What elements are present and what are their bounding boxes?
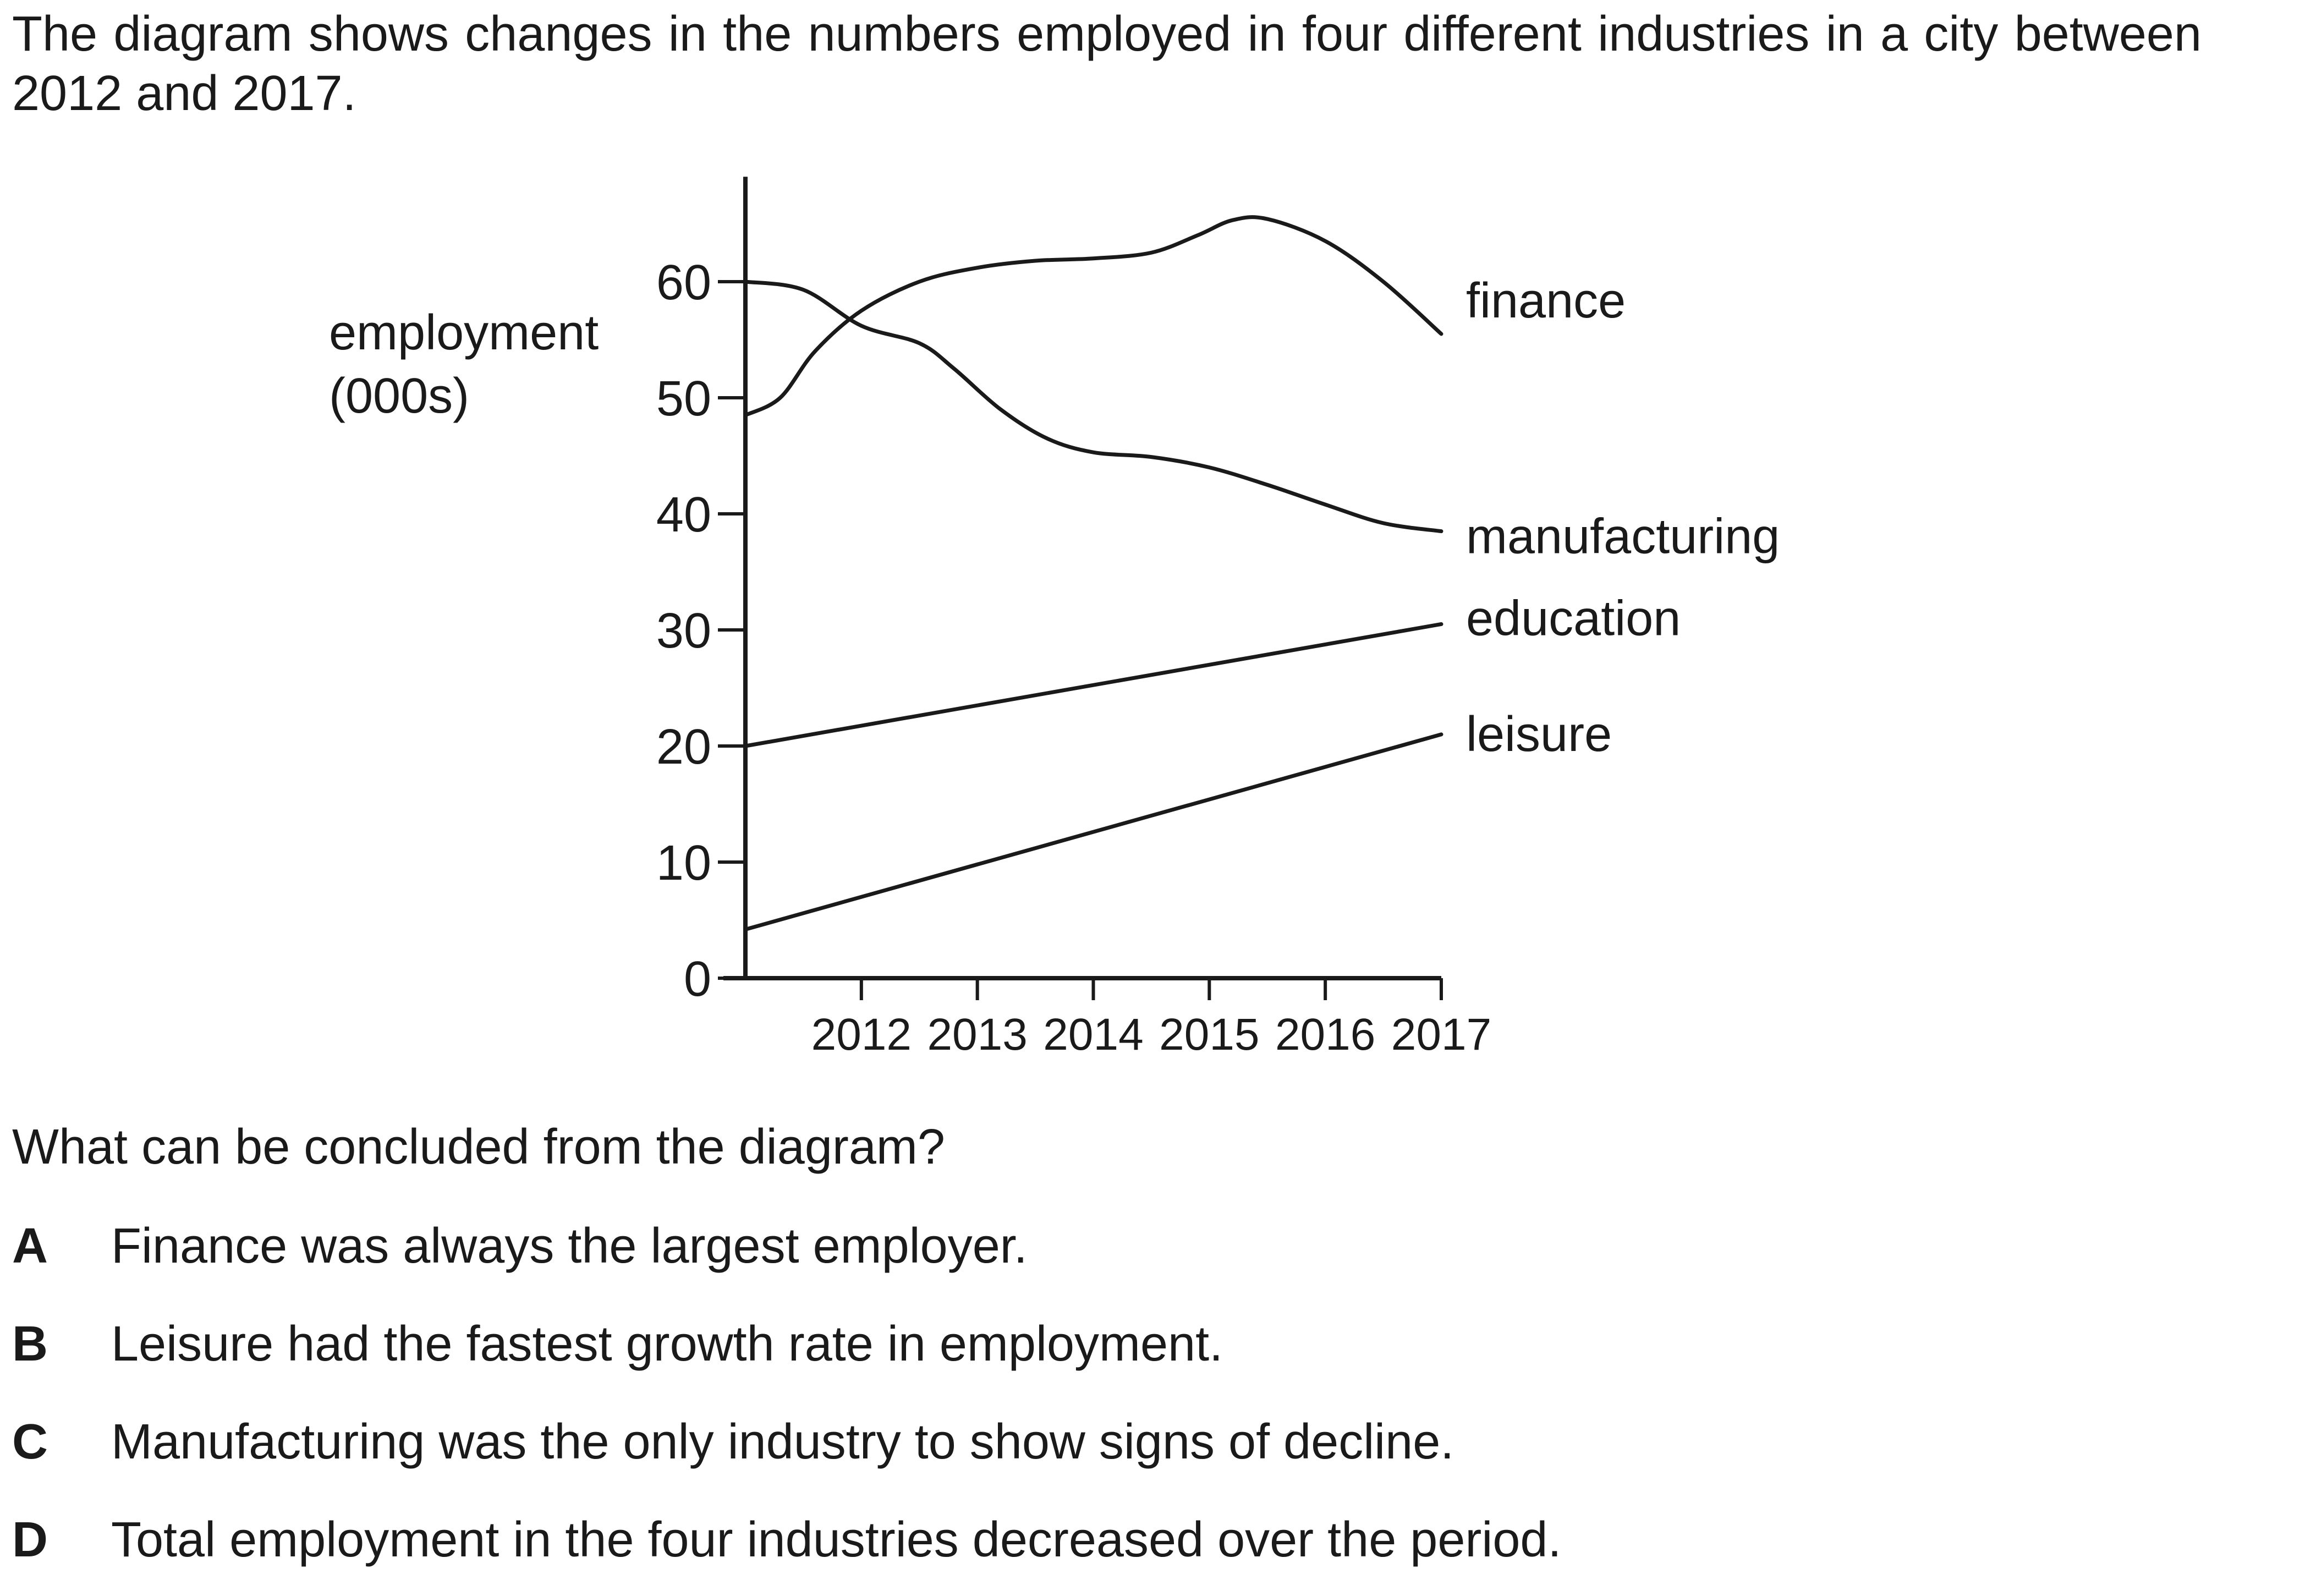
manufacturing-line bbox=[743, 279, 1443, 534]
education-series-label: education bbox=[1466, 591, 1681, 646]
y-axis-ticks: 0 10 20 30 40 50 60 bbox=[656, 255, 745, 1007]
manufacturing-series-label: manufacturing bbox=[1466, 509, 1780, 564]
option-letter: B bbox=[12, 1317, 48, 1372]
y-tick-label: 10 bbox=[656, 836, 711, 891]
y-tick-label: 30 bbox=[656, 604, 711, 659]
option-c[interactable]: C Manufacturing was the only industry to… bbox=[12, 1412, 1454, 1472]
x-axis-ticks: 2012 2013 2014 2015 2016 2017 bbox=[811, 978, 1491, 1060]
y-tick-label: 60 bbox=[656, 255, 711, 310]
option-text: Leisure had the fastest growth rate in e… bbox=[111, 1317, 1223, 1372]
x-tick-label: 2017 bbox=[1391, 1010, 1491, 1060]
chart-axes bbox=[723, 177, 1441, 980]
question-text: What can be concluded from the diagram? bbox=[12, 1120, 945, 1175]
y-tick-label: 40 bbox=[656, 487, 711, 542]
option-text: Manufacturing was the only industry to s… bbox=[111, 1414, 1454, 1469]
finance-series-label: finance bbox=[1466, 273, 1626, 328]
y-tick-label: 50 bbox=[656, 371, 711, 426]
y-axis-label: employment (000s) bbox=[329, 305, 599, 424]
x-tick-label: 2015 bbox=[1159, 1010, 1259, 1060]
option-d[interactable]: D Total employment in the four industrie… bbox=[12, 1510, 1561, 1570]
y-axis-label-line: employment bbox=[329, 305, 599, 360]
y-tick-label: 20 bbox=[656, 720, 711, 775]
x-tick-label: 2012 bbox=[811, 1010, 912, 1060]
option-a[interactable]: A Finance was always the largest employe… bbox=[12, 1216, 1028, 1276]
leisure-series-label: leisure bbox=[1466, 707, 1612, 762]
y-tick-label: 0 bbox=[684, 952, 711, 1007]
option-letter: D bbox=[12, 1512, 48, 1567]
x-tick-label: 2014 bbox=[1043, 1010, 1143, 1060]
x-tick-label: 2013 bbox=[927, 1010, 1027, 1060]
finance-line bbox=[743, 215, 1443, 418]
intro-text: The diagram shows changes in the numbers… bbox=[12, 7, 2202, 121]
option-letter: C bbox=[12, 1414, 48, 1469]
option-text: Finance was always the largest employer. bbox=[111, 1219, 1028, 1274]
y-axis-label-line: (000s) bbox=[329, 369, 469, 424]
education-line bbox=[743, 622, 1443, 748]
leisure-line bbox=[743, 732, 1443, 931]
series-labels: finance manufacturing education leisure bbox=[1466, 273, 1780, 762]
chart-series bbox=[743, 215, 1443, 931]
option-letter: A bbox=[12, 1219, 48, 1274]
option-b[interactable]: B Leisure had the fastest growth rate in… bbox=[12, 1314, 1223, 1374]
x-tick-label: 2016 bbox=[1275, 1010, 1375, 1060]
option-text: Total employment in the four industries … bbox=[111, 1512, 1562, 1567]
